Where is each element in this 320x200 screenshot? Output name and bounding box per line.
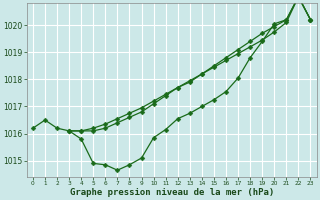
X-axis label: Graphe pression niveau de la mer (hPa): Graphe pression niveau de la mer (hPa) <box>69 188 274 197</box>
